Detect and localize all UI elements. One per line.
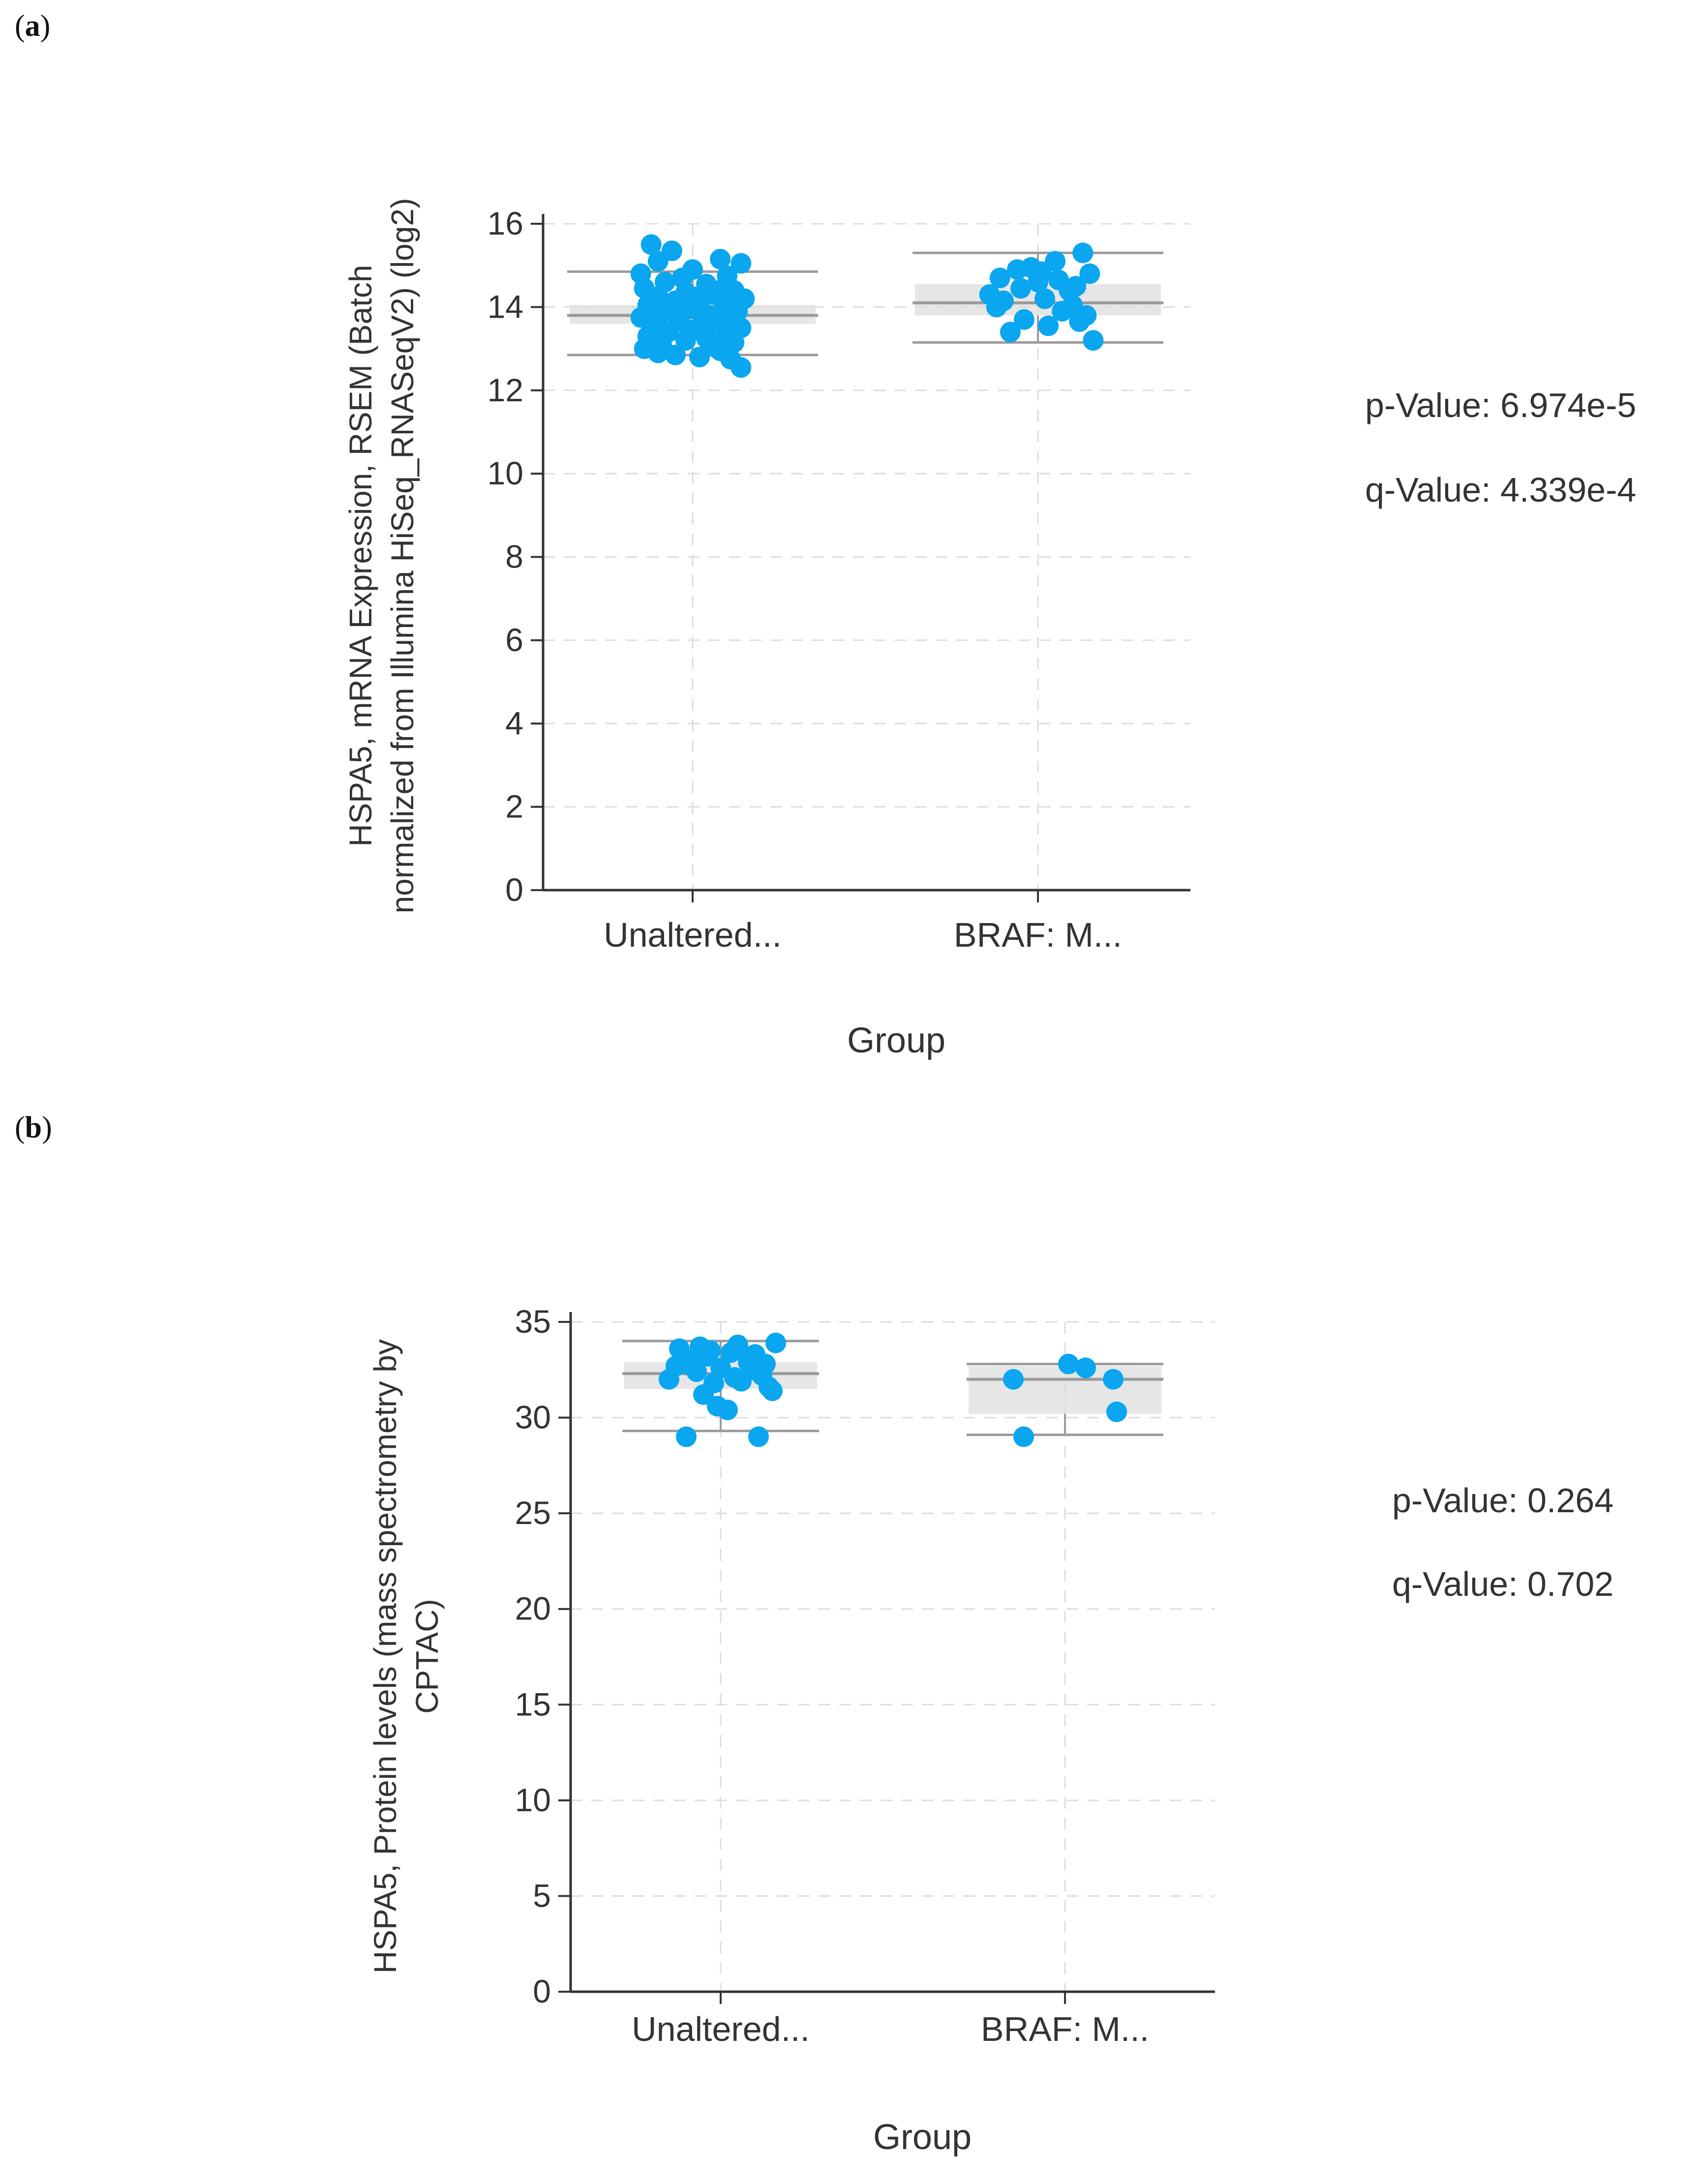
data-point xyxy=(661,297,682,318)
data-point xyxy=(654,324,675,345)
data-point xyxy=(730,253,752,274)
x-axis-title: Group xyxy=(873,2118,972,2157)
data-point xyxy=(728,1334,748,1355)
data-point xyxy=(730,357,752,378)
data-point xyxy=(748,1426,769,1447)
p-value-label: p-Value: 6.974e-5 xyxy=(1365,386,1636,424)
p-value-label: p-Value: 0.264 xyxy=(1392,1481,1613,1520)
data-point xyxy=(682,286,703,307)
y-tick-label: 8 xyxy=(505,539,523,575)
y-tick-label: 0 xyxy=(505,871,523,908)
data-point xyxy=(710,248,731,269)
x-tick-label: BRAF: M... xyxy=(981,2010,1149,2048)
x-tick-label: Unaltered... xyxy=(604,916,782,954)
data-point xyxy=(989,268,1010,289)
x-tick-label: Unaltered... xyxy=(632,2010,810,2048)
data-point xyxy=(1010,278,1031,299)
y-tick-label: 6 xyxy=(505,622,523,658)
data-point xyxy=(675,330,696,351)
data-point xyxy=(724,1367,745,1388)
data-point xyxy=(1048,269,1069,291)
data-point xyxy=(1035,288,1056,309)
y-tick-label: 25 xyxy=(515,1495,551,1531)
y-tick-label: 10 xyxy=(487,455,523,491)
y-axis-title-line: HSPA5, Protein levels (mass spectrometry… xyxy=(367,1339,403,1974)
data-point xyxy=(1103,1369,1124,1390)
data-point xyxy=(727,292,748,313)
data-point xyxy=(1058,1353,1079,1375)
y-tick-label: 5 xyxy=(533,1877,551,1914)
data-point xyxy=(762,1380,783,1402)
y-tick-label: 35 xyxy=(515,1303,551,1340)
panel-label-b: (b) xyxy=(15,1111,52,1144)
chart-b: 0 5 10 15 20 25 30 35 Unaltered... BRAF: M... Grou… xyxy=(367,1303,1613,2157)
data-point xyxy=(993,290,1014,311)
data-point xyxy=(640,234,662,255)
y-axis-title-line: CPTAC) xyxy=(409,1599,445,1713)
data-point xyxy=(693,309,714,330)
y-axis-title-line: normalized from Illumina HiSeq_RNASeqV2)… xyxy=(385,198,420,914)
data-point xyxy=(1013,1426,1034,1447)
data-point xyxy=(693,1384,714,1405)
data-point xyxy=(690,1336,710,1357)
data-point xyxy=(1083,330,1104,351)
y-tick-label: 4 xyxy=(505,705,523,741)
data-point xyxy=(713,278,734,299)
data-point xyxy=(1013,309,1035,330)
x-axis-title: Group xyxy=(847,1021,945,1060)
data-point xyxy=(755,1353,776,1375)
data-point xyxy=(1003,1369,1024,1390)
q-value-label: q-Value: 0.702 xyxy=(1392,1565,1613,1603)
data-point xyxy=(665,344,686,365)
panel-label-a: (a) xyxy=(15,9,51,43)
y-tick-label: 2 xyxy=(505,788,523,825)
y-tick-label: 16 xyxy=(487,205,523,241)
data-point xyxy=(1069,311,1090,332)
data-point xyxy=(1000,322,1021,343)
y-tick-label: 12 xyxy=(487,372,523,408)
data-point xyxy=(1062,295,1083,316)
q-value-label: q-Value: 4.339e-4 xyxy=(1365,471,1636,509)
box-iqr xyxy=(969,1366,1161,1414)
data-point xyxy=(717,1400,738,1421)
data-point xyxy=(647,342,669,363)
data-point xyxy=(671,268,693,289)
y-tick-label: 20 xyxy=(515,1590,551,1627)
y-tick-label: 15 xyxy=(515,1686,551,1722)
data-point xyxy=(1072,242,1094,264)
data-point xyxy=(1031,261,1052,282)
data-point xyxy=(700,332,721,353)
data-point xyxy=(676,1426,697,1447)
data-point xyxy=(1065,276,1087,297)
data-point xyxy=(765,1332,786,1353)
y-tick-label: 30 xyxy=(515,1399,551,1436)
y-tick-label: 0 xyxy=(533,1973,551,2009)
data-point xyxy=(689,347,710,367)
chart-a: 0 2 4 6 8 10 12 14 16 Unaltered... BRAF: M... Group… xyxy=(343,198,1636,1060)
y-tick-label: 14 xyxy=(487,288,523,325)
data-point xyxy=(1079,263,1100,284)
y-axis-title-line: HSPA5, mRNA Expression, RSEM (Batch xyxy=(343,265,378,846)
data-point xyxy=(1075,1357,1096,1378)
y-tick-label: 10 xyxy=(515,1782,551,1818)
data-point xyxy=(1106,1401,1127,1422)
data-point xyxy=(1038,315,1059,336)
data-point xyxy=(647,251,669,272)
x-tick-label: BRAF: M... xyxy=(954,916,1122,954)
